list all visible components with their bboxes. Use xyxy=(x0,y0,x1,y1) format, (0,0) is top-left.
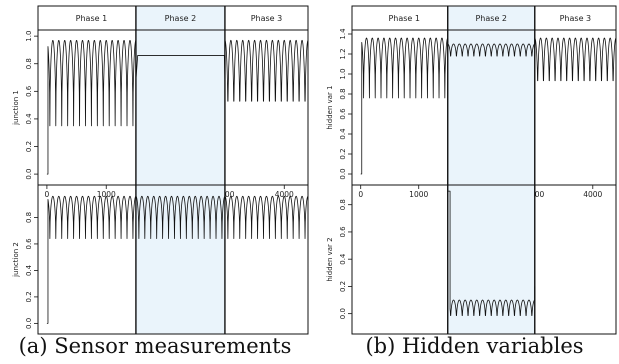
phase-label: Phase 3 xyxy=(251,14,283,23)
y-tick-label: 0.8 xyxy=(25,212,33,223)
y-tick-label: 0.4 xyxy=(25,113,33,125)
phase-2-band xyxy=(447,6,535,185)
y-tick-label: 0.2 xyxy=(25,291,33,302)
y-tick-label: 0.0 xyxy=(339,168,347,179)
y-tick-label: 0.6 xyxy=(25,85,33,97)
y-tick-label: 0.6 xyxy=(339,226,347,238)
x-tick-label: 0 xyxy=(45,190,50,199)
series-line xyxy=(447,190,536,316)
y-tick-label: 0.2 xyxy=(339,281,347,292)
caption-hidden-variables: (b) Hidden variables xyxy=(365,334,584,358)
y-axis-label: junction 1 xyxy=(12,90,20,126)
y-tick-label: 0.8 xyxy=(25,58,33,69)
y-axis-label: hidden var 1 xyxy=(326,85,334,129)
phase-label: Phase 1 xyxy=(76,14,108,23)
x-tick-label: 4000 xyxy=(275,190,294,199)
phase-2-band xyxy=(447,185,535,334)
y-tick-label: 0.6 xyxy=(339,108,347,120)
chart-junction-2: 0.0 0.2 0.4 0.6 0.8 junction 2 xyxy=(12,184,309,335)
y-tick-label: 0.2 xyxy=(25,141,33,152)
panel-hidden-variables: Phase 1 Phase 2 Phase 3 0.0 0.2 0.4 0.6 0.8 1.0 1… xyxy=(326,5,617,335)
chart-junction-1: Phase 1 Phase 2 Phase 3 0.0 0.2 0.4 0.6 0.8 1.0 j… xyxy=(12,5,309,199)
phase-2-band xyxy=(135,6,225,185)
y-tick-label: 0.0 xyxy=(339,308,347,319)
y-tick-label: 0.8 xyxy=(339,88,347,99)
series-line xyxy=(46,195,309,324)
x-tick-label: 0 xyxy=(358,190,363,199)
panel-sensor-measurements: Phase 1 Phase 2 Phase 3 0.0 0.2 0.4 0.6 0.8 1.0 j… xyxy=(12,5,309,335)
phase-2-band xyxy=(135,185,225,334)
caption-sensor-measurements: (a) Sensor measurements xyxy=(18,334,292,358)
phase-label: Phase 2 xyxy=(165,14,197,23)
y-tick-label: 1.2 xyxy=(339,48,347,59)
y-tick-label: 0.4 xyxy=(25,264,33,276)
y-tick-label: 1.0 xyxy=(25,31,33,42)
y-tick-label: 0.0 xyxy=(25,169,33,180)
chart-hidden-var-2: 0.0 0.2 0.4 0.6 0.8 hidden var 2 xyxy=(326,184,617,335)
y-tick-label: 0.4 xyxy=(339,128,347,140)
y-tick-label: 1.0 xyxy=(339,68,347,79)
phase-label: Phase 3 xyxy=(560,14,592,23)
y-tick-label: 1.4 xyxy=(339,28,347,40)
y-tick-label: 0.6 xyxy=(25,238,33,250)
x-tick-label: 1000 xyxy=(97,190,116,199)
x-tick-label: 4000 xyxy=(583,190,602,199)
y-axis-label: junction 2 xyxy=(12,242,20,278)
y-tick-label: 0.8 xyxy=(339,199,347,210)
series-line xyxy=(360,37,617,175)
plot-frame xyxy=(37,184,309,335)
chart-hidden-var-1: Phase 1 Phase 2 Phase 3 0.0 0.2 0.4 0.6 0.8 1.0 1… xyxy=(326,5,617,199)
y-tick-label: 0.0 xyxy=(25,318,33,329)
series-line xyxy=(46,39,309,175)
x-tick-label: 1000 xyxy=(409,190,428,199)
phase-label: Phase 2 xyxy=(475,14,507,23)
y-axis-label: hidden var 2 xyxy=(326,237,334,281)
phase-label: Phase 1 xyxy=(388,14,420,23)
y-tick-label: 0.2 xyxy=(339,148,347,159)
y-tick-label: 0.4 xyxy=(339,253,347,265)
